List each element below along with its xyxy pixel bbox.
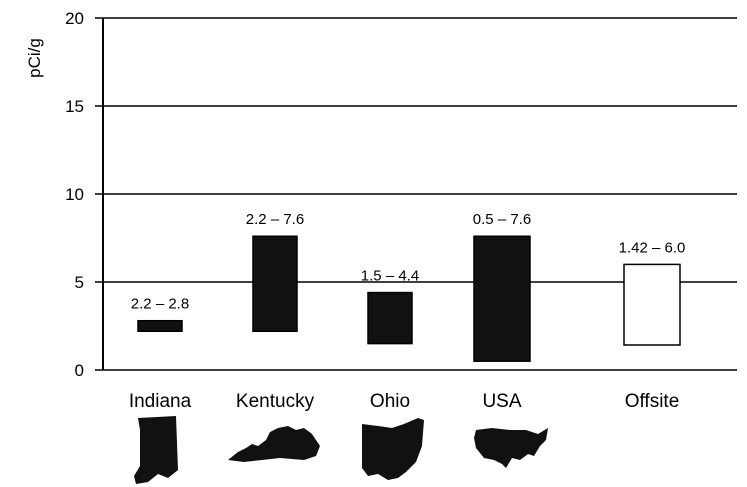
y-tick-label: 0 xyxy=(75,361,84,380)
range-bars xyxy=(137,235,681,362)
y-tick-label: 10 xyxy=(65,185,84,204)
category-label-indiana: Indiana xyxy=(129,391,192,412)
category-label-kentucky: Kentucky xyxy=(236,391,315,412)
category-label-ohio: Ohio xyxy=(370,391,410,412)
ohio-map-icon xyxy=(362,418,424,480)
range-bar-offsite xyxy=(623,263,681,346)
range-labels: 2.2 – 2.8 2.2 – 7.6 1.5 – 4.4 0.5 – 7.6 1.42… xyxy=(131,211,686,312)
range-bar-ohio xyxy=(367,291,413,345)
y-tick-label: 20 xyxy=(65,9,84,28)
range-label-offsite: 1.42 – 6.0 xyxy=(619,239,686,256)
range-bar-usa xyxy=(473,235,531,362)
range-bar-indiana xyxy=(137,319,183,333)
range-bar-kentucky xyxy=(252,235,298,333)
y-axis-title: pCi/g xyxy=(25,38,44,78)
range-label-kentucky: 2.2 – 7.6 xyxy=(246,211,304,228)
range-label-ohio: 1.5 – 4.4 xyxy=(361,268,419,285)
range-label-indiana: 2.2 – 2.8 xyxy=(131,296,189,313)
indiana-map-icon xyxy=(134,416,178,484)
category-label-usa: USA xyxy=(482,391,521,412)
y-tick-label: 5 xyxy=(75,273,84,292)
usa-map-icon xyxy=(474,428,548,468)
y-tick-label: 15 xyxy=(65,97,84,116)
range-label-usa: 0.5 – 7.6 xyxy=(473,211,531,228)
kentucky-map-icon xyxy=(228,426,320,462)
y-tick-labels: 0 5 10 15 20 xyxy=(65,9,84,380)
category-labels: Indiana Kentucky Ohio USA Offsite xyxy=(129,391,679,412)
category-label-offsite: Offsite xyxy=(625,391,680,412)
